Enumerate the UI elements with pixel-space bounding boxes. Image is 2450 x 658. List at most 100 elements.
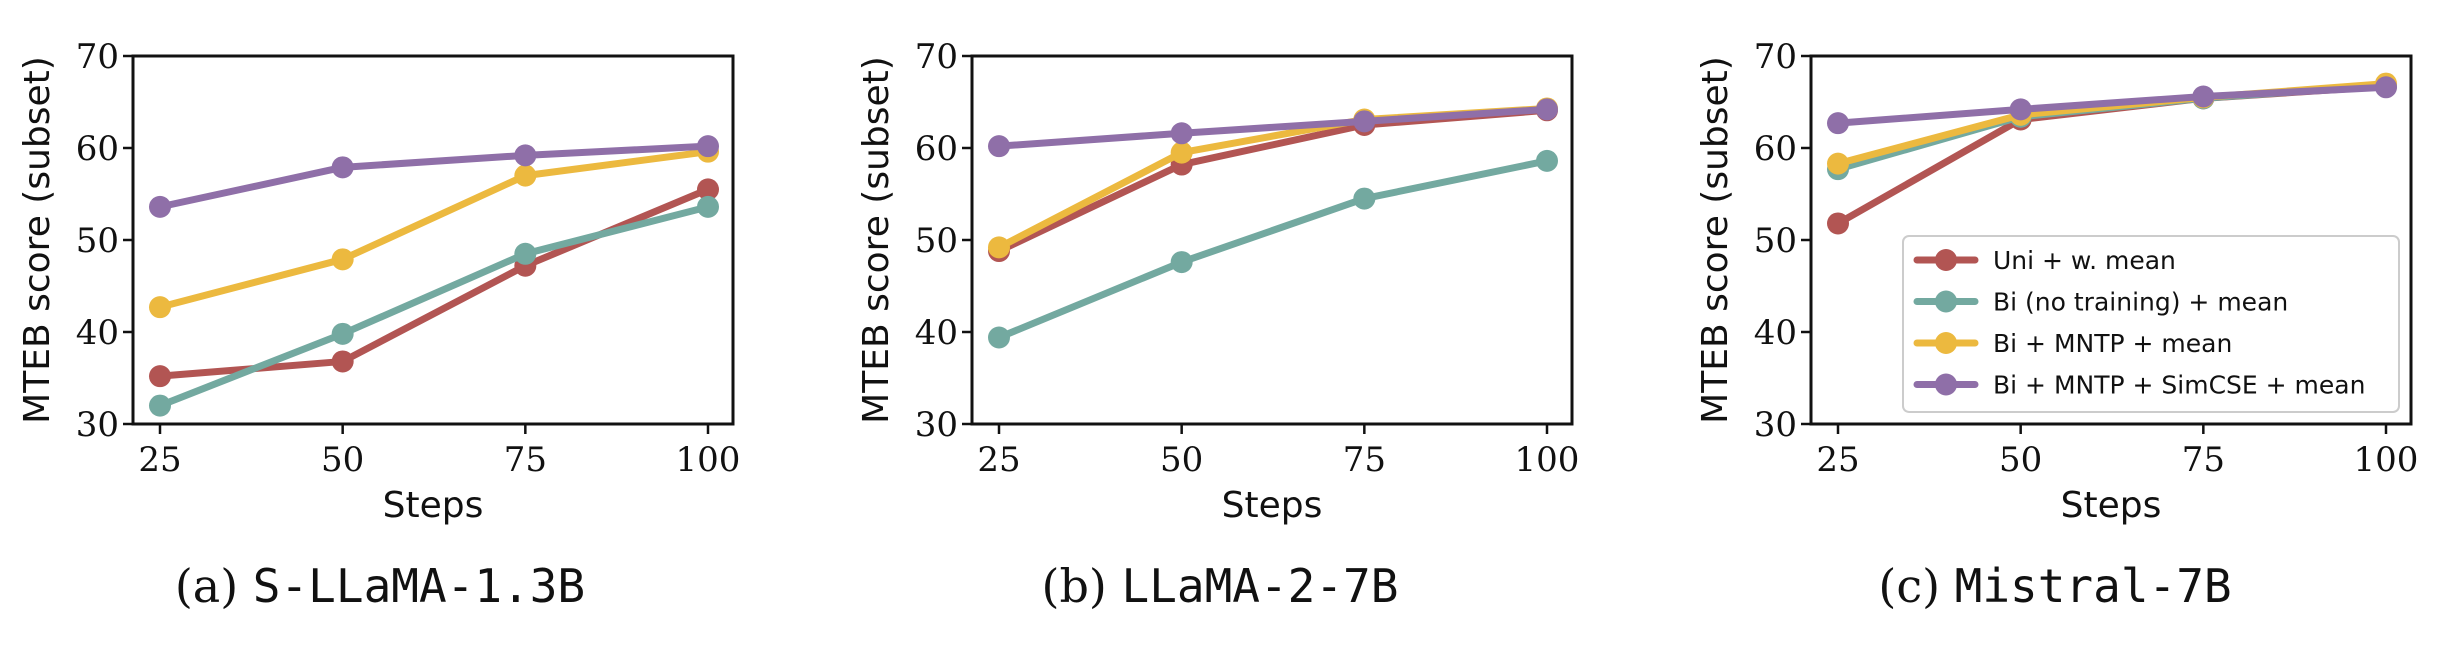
x-tick-label: 25: [1816, 440, 1859, 480]
y-tick-label: 50: [915, 221, 958, 261]
series-line: [995, 105, 1551, 150]
x-tick-label: 75: [1343, 440, 1386, 480]
data-point: [1170, 141, 1193, 164]
data-point: [1170, 122, 1193, 145]
y-tick-label: 30: [1754, 405, 1797, 445]
x-axis-label: Steps: [2061, 485, 2162, 526]
data-point: [149, 195, 171, 218]
y-axis-label: MTEB score (subset): [17, 56, 58, 424]
legend-label: Bi + MNTP + SimCSE + mean: [1993, 371, 2365, 400]
data-point: [1536, 98, 1558, 121]
data-point: [1536, 149, 1558, 172]
data-point: [514, 242, 537, 265]
data-point: [514, 164, 537, 187]
y-tick-label: 60: [915, 129, 958, 169]
data-point: [697, 135, 719, 158]
x-tick-label: 25: [138, 440, 181, 480]
caption-prefix: (c): [1878, 559, 1940, 613]
legend-swatch-marker: [1935, 332, 1957, 354]
series-line: [1834, 83, 2390, 127]
x-axis-label: Steps: [1222, 485, 1323, 526]
y-tick-label: 70: [915, 37, 958, 77]
y-tick-label: 30: [76, 405, 119, 445]
data-point: [1827, 112, 1849, 135]
series-2: [149, 195, 719, 417]
legend-label: Uni + w. mean: [1993, 246, 2176, 275]
legend-swatch-marker: [1935, 249, 1957, 271]
series-line: [1834, 81, 2390, 173]
caption-prefix: (b): [1042, 559, 1107, 613]
y-tick-label: 40: [76, 313, 119, 353]
series-line: [156, 148, 712, 311]
data-point: [331, 322, 354, 345]
panel-caption: (b) LLaMA-2-7B: [1042, 559, 1399, 613]
x-tick-label: 75: [504, 440, 547, 480]
y-tick-label: 30: [915, 405, 958, 445]
legend-label: Bi (no training) + mean: [1993, 288, 2288, 317]
data-point: [988, 326, 1010, 349]
x-tick-label: 50: [321, 440, 364, 480]
data-point: [988, 135, 1010, 158]
data-point: [514, 144, 537, 167]
panel-caption: (c) Mistral-7B: [1878, 559, 2231, 613]
legend: Uni + w. mean Bi (no training) + mean Bi +…: [1902, 235, 2400, 413]
x-tick-label: 50: [1160, 440, 1203, 480]
caption-prefix: (a): [175, 559, 238, 613]
x-axis-label: Steps: [383, 485, 484, 526]
series-4: [988, 98, 1558, 158]
caption-space: [1107, 559, 1122, 613]
data-point: [331, 248, 354, 271]
caption-model: S-LLaMA-1.3B: [253, 559, 585, 613]
y-axis-label: MTEB score (subset): [856, 56, 897, 424]
x-tick-label: 75: [2182, 440, 2225, 480]
y-tick-label: 50: [76, 221, 119, 261]
legend-label: Bi + MNTP + mean: [1993, 329, 2232, 358]
data-point: [2009, 98, 2032, 121]
data-point: [697, 195, 719, 218]
data-point: [1827, 212, 1849, 235]
x-tick-label: 50: [1999, 440, 2042, 480]
data-point: [697, 178, 719, 201]
caption-space: [1940, 559, 1955, 613]
y-axis-label: MTEB score (subset): [1695, 56, 1736, 424]
data-point: [1353, 187, 1376, 210]
data-point: [331, 156, 354, 179]
data-point: [149, 296, 171, 319]
legend-swatch-marker: [1935, 373, 1957, 396]
x-tick-label: 100: [676, 440, 741, 480]
panel-caption: (a) S-LLaMA-1.3B: [175, 559, 585, 613]
series-4: [149, 135, 719, 218]
legend-box: [1902, 235, 2400, 413]
caption-model: LLaMA-2-7B: [1122, 559, 1399, 613]
caption-space: [238, 559, 253, 613]
chart-panel-1: 30 40 50 60 70 25 50 75 100 Steps MTEB score (subs…: [17, 37, 740, 613]
data-point: [1827, 152, 1849, 175]
series-2: [988, 149, 1558, 349]
series-line: [156, 142, 712, 211]
chart-panel-2: 30 40 50 60 70 25 50 75 100 Steps MTEB score (subs…: [856, 37, 1579, 613]
data-point: [2375, 76, 2397, 99]
x-tick-label: 25: [977, 440, 1020, 480]
x-tick-label: 100: [1515, 440, 1580, 480]
legend-swatch-marker: [1935, 290, 1957, 313]
data-point: [331, 350, 354, 373]
series-line: [995, 157, 1551, 342]
series-line: [156, 203, 712, 410]
data-point: [149, 365, 171, 388]
data-point: [1353, 110, 1376, 133]
chart-panel-3: 30 40 50 60 70 25 50 75 100 Steps MTEB score (subs…: [1695, 37, 2418, 613]
x-tick-label: 100: [2354, 440, 2419, 480]
series-1: [149, 178, 719, 388]
y-tick-label: 60: [76, 129, 119, 169]
series-1: [988, 99, 1558, 263]
y-tick-label: 70: [76, 37, 119, 77]
y-tick-label: 50: [1754, 221, 1797, 261]
series-line: [1834, 80, 2390, 168]
series-4: [1827, 76, 2397, 135]
y-tick-label: 40: [915, 313, 958, 353]
y-tick-label: 70: [1754, 37, 1797, 77]
y-tick-label: 40: [1754, 313, 1797, 353]
data-point: [988, 236, 1010, 259]
data-point: [149, 394, 171, 417]
